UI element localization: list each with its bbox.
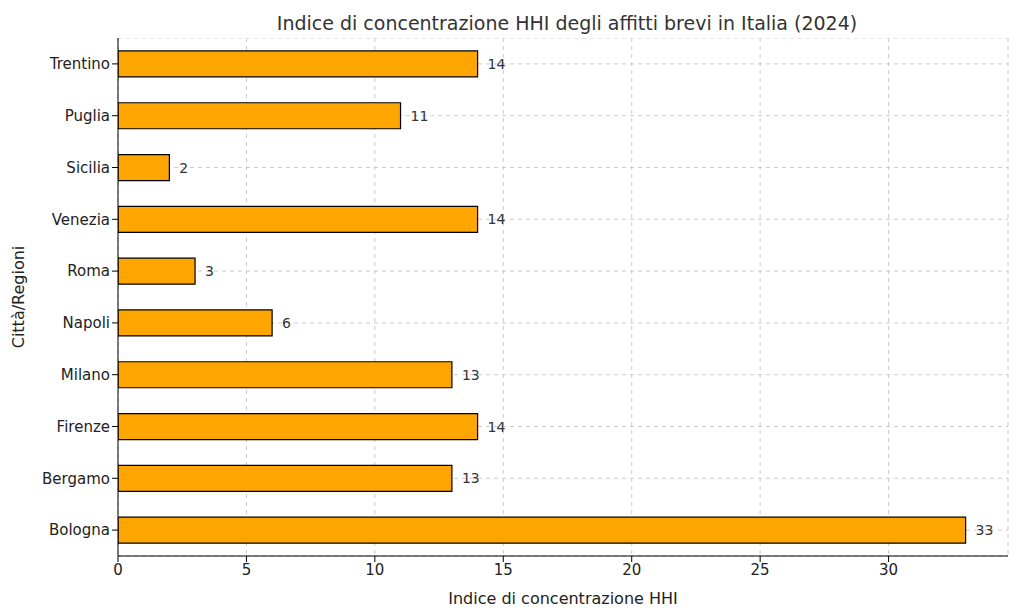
svg-text:11: 11: [411, 108, 429, 124]
svg-text:10: 10: [365, 561, 384, 579]
svg-text:0: 0: [113, 561, 123, 579]
svg-text:33: 33: [976, 522, 994, 538]
svg-text:14: 14: [488, 56, 506, 72]
svg-text:6: 6: [282, 315, 291, 331]
svg-text:20: 20: [622, 561, 641, 579]
svg-text:Città/Regioni: Città/Regioni: [9, 246, 28, 349]
svg-text:13: 13: [462, 470, 480, 486]
svg-text:Firenze: Firenze: [57, 418, 110, 436]
svg-text:5: 5: [242, 561, 252, 579]
svg-text:15: 15: [494, 561, 513, 579]
svg-text:Indice di concentrazione HHI: Indice di concentrazione HHI: [448, 589, 678, 606]
svg-text:Bergamo: Bergamo: [42, 470, 110, 488]
svg-text:Puglia: Puglia: [65, 107, 110, 125]
svg-text:Bologna: Bologna: [49, 521, 110, 539]
html-text:Indice di concentrazione HHI d: Indice di concentrazione HHI degli affit…: [276, 12, 858, 34]
svg-text:Sicilia: Sicilia: [66, 159, 110, 177]
svg-text:Venezia: Venezia: [52, 211, 110, 229]
svg-text:30: 30: [879, 561, 898, 579]
svg-text:3: 3: [205, 263, 214, 279]
svg-text:14: 14: [488, 211, 506, 227]
svg-text:25: 25: [751, 561, 770, 579]
svg-text:14: 14: [488, 419, 506, 435]
svg-text:Roma: Roma: [67, 262, 110, 280]
svg-text:Milano: Milano: [61, 366, 110, 384]
svg-text:Napoli: Napoli: [63, 314, 110, 332]
svg-text:Trentino: Trentino: [49, 55, 110, 73]
svg-text:2: 2: [179, 160, 188, 176]
svg-text:13: 13: [462, 367, 480, 383]
